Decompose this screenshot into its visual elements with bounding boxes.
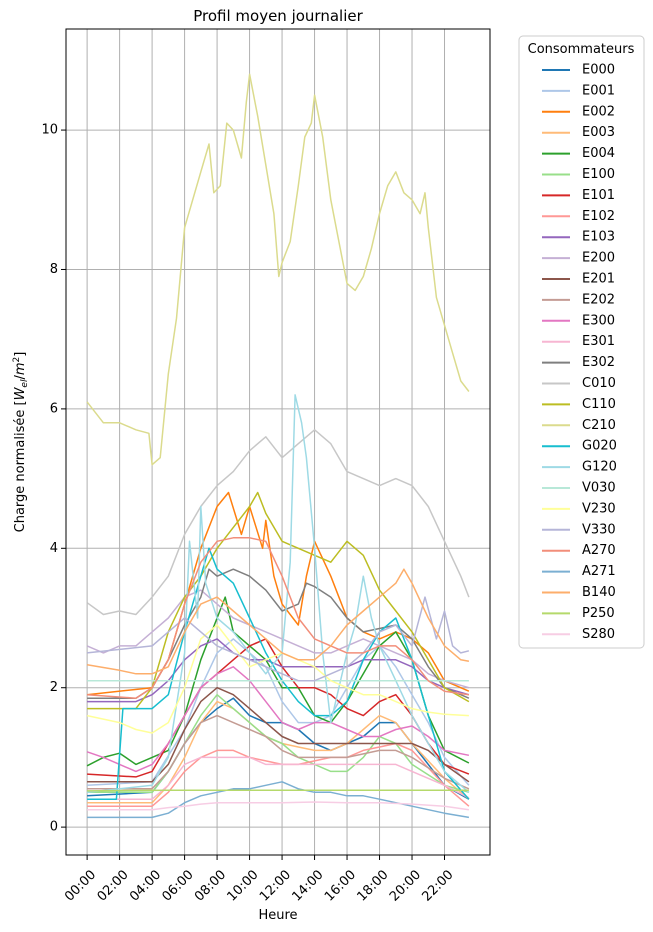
legend-label-e302: E302 xyxy=(582,355,615,370)
series-line-e202 xyxy=(87,714,470,790)
legend-label-v030: V030 xyxy=(582,481,616,496)
legend-label-c210: C210 xyxy=(582,418,616,433)
legend-label-c010: C010 xyxy=(582,376,616,391)
series-line-e201 xyxy=(87,686,470,783)
y-tick-label: 10 xyxy=(41,123,58,138)
legend-label-e300: E300 xyxy=(582,313,615,328)
legend-label-c110: C110 xyxy=(582,397,616,412)
x-tick-label: 16:00 xyxy=(322,867,359,904)
legend-frame xyxy=(518,35,645,649)
x-tick-label: 08:00 xyxy=(192,867,229,904)
x-tick-label: 10:00 xyxy=(225,867,262,904)
grid xyxy=(66,29,490,855)
y-tick-label: 4 xyxy=(50,541,58,556)
series-line-s280 xyxy=(87,801,470,811)
legend-label-b140: B140 xyxy=(582,585,616,600)
y-axis-title-open: [ xyxy=(13,400,28,405)
legend-label-g020: G020 xyxy=(582,439,617,454)
series-line-c110 xyxy=(87,491,470,710)
legend-label-e200: E200 xyxy=(582,251,615,266)
legend-label-e101: E101 xyxy=(582,188,615,203)
series-line-b140 xyxy=(86,568,470,675)
series-line-e003 xyxy=(87,700,470,804)
x-tick-label: 06:00 xyxy=(160,867,197,904)
y-axis-title-sup: 2 xyxy=(12,357,22,363)
legend-label-e001: E001 xyxy=(582,83,615,98)
y-tick-label: 6 xyxy=(50,401,58,416)
x-tick-label: 04:00 xyxy=(127,867,164,904)
y-axis-title-close: ] xyxy=(13,352,28,357)
legend-label-e002: E002 xyxy=(582,104,615,119)
legend-label-e301: E301 xyxy=(582,334,615,349)
legend-label-e103: E103 xyxy=(582,230,615,245)
y-tick-label: 8 xyxy=(50,262,58,277)
x-tick-label: 14:00 xyxy=(289,867,326,904)
series-line-c010 xyxy=(86,429,470,616)
series-line-e300 xyxy=(86,666,470,773)
y-axis-title-sub: el xyxy=(20,379,30,388)
legend-label-e003: E003 xyxy=(582,125,615,140)
legend: Consommateurs E000 E001 E002 E003 E004 E100 E1… xyxy=(518,35,645,649)
legend-label-v230: V230 xyxy=(582,501,616,516)
x-tick-label: 22:00 xyxy=(419,867,456,904)
y-axis-title-m: m xyxy=(13,362,28,375)
legend-items: E000 E001 E002 E003 E004 E100 E101 E102 E103 E200… xyxy=(542,63,617,642)
series-line-a271 xyxy=(87,781,470,819)
series-line-a270 xyxy=(87,537,470,699)
series-line-p250 xyxy=(87,789,469,792)
series-line-e301 xyxy=(87,756,470,800)
legend-label-e004: E004 xyxy=(582,146,615,161)
legend-label-e100: E100 xyxy=(582,167,615,182)
series-layer xyxy=(86,73,470,819)
plot-frame xyxy=(65,28,491,856)
y-tick-label: 0 xyxy=(50,820,58,835)
x-tick-label: 00:00 xyxy=(62,867,99,904)
series-line-e103 xyxy=(87,638,470,703)
x-tick-label: 12:00 xyxy=(257,867,294,904)
y-axis-title-slash: / xyxy=(13,375,28,380)
legend-label-e202: E202 xyxy=(582,292,615,307)
legend-label-s280: S280 xyxy=(582,627,615,642)
x-axis: 00:0002:0004:0006:0008:0010:0012:0014:00… xyxy=(62,855,457,905)
x-axis-title: Heure xyxy=(258,908,297,923)
legend-label-a270: A270 xyxy=(582,543,616,558)
legend-label-p250: P250 xyxy=(582,606,615,621)
legend-label-e201: E201 xyxy=(582,272,615,287)
x-tick-label: 02:00 xyxy=(95,867,132,904)
y-axis-title: Charge normalisée [Wel/m2] xyxy=(12,352,30,533)
x-tick-label: 20:00 xyxy=(387,867,424,904)
y-axis: 0 2 4 6 8 10 xyxy=(41,123,66,835)
x-tick-label: 18:00 xyxy=(354,867,391,904)
legend-label-e102: E102 xyxy=(582,209,615,224)
y-axis-title-w: W xyxy=(13,386,28,400)
legend-label-e000: E000 xyxy=(582,63,615,78)
chart-title: Profil moyen journalier xyxy=(193,7,363,25)
legend-label-v330: V330 xyxy=(582,522,616,537)
y-tick-label: 2 xyxy=(50,680,58,695)
series-line-e001 xyxy=(87,638,470,787)
y-axis-title-prefix: Charge normalisée xyxy=(13,406,28,533)
legend-label-g120: G120 xyxy=(582,460,617,475)
series-line-c210 xyxy=(86,73,470,466)
series-line-g020 xyxy=(87,547,470,800)
series-line-e200 xyxy=(86,589,470,689)
legend-label-a271: A271 xyxy=(582,564,616,579)
legend-title: Consommateurs xyxy=(528,42,635,57)
